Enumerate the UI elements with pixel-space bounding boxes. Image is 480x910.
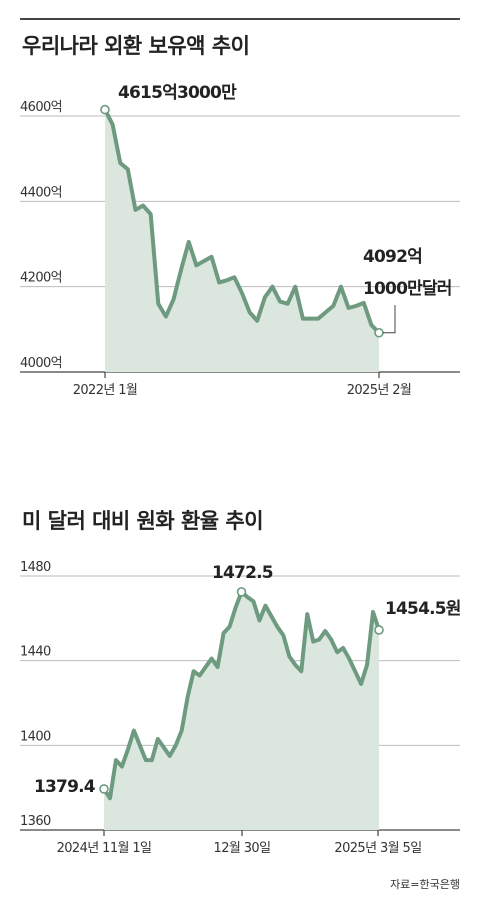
series-line: [103, 107, 381, 335]
end-value-label-line1: 4092억: [363, 247, 422, 267]
source-note: 자료=한국은행: [390, 878, 460, 891]
top-rule: [20, 18, 460, 20]
start-marker: [100, 104, 110, 115]
x-tick-label: 2025년 3월 5일: [334, 841, 421, 856]
x-tick-label: 2024년 11월 1일: [57, 841, 152, 856]
series-area: [104, 591, 379, 830]
chart-1-title: 우리나라 외환 보유액 추이: [22, 34, 250, 58]
end-value-label-line2: 1000만달러: [363, 278, 452, 299]
y-tick-label: 1480: [20, 560, 51, 575]
y-tick-label: 4000억: [20, 356, 62, 371]
series-area: [105, 109, 379, 372]
y-tick-label: 4400억: [20, 185, 62, 200]
start-value-label: 1379.4: [34, 777, 96, 797]
y-tick-label: 4200억: [20, 271, 62, 286]
start-marker: [99, 784, 109, 794]
peak-marker: [236, 587, 247, 597]
y-tick-label: 1400: [20, 729, 51, 744]
end-value-label: 1454.5원: [385, 599, 461, 619]
x-tick-label: 2025년 2월: [347, 383, 412, 398]
x-tick-label: 2022년 1월: [73, 383, 138, 398]
y-tick-label: 1360: [20, 814, 51, 829]
y-tick-label: 1440: [20, 645, 51, 660]
end-leader-line: [383, 305, 396, 334]
x-tick-label: 12월 30일: [214, 841, 271, 856]
end-marker: [374, 625, 384, 635]
start-value-label: 4615억3000만: [118, 83, 237, 103]
chart-2-title: 미 달러 대비 원화 환율 추이: [22, 509, 264, 533]
y-tick-label: 4600억: [20, 100, 62, 115]
peak-value-label: 1472.5: [212, 563, 273, 583]
